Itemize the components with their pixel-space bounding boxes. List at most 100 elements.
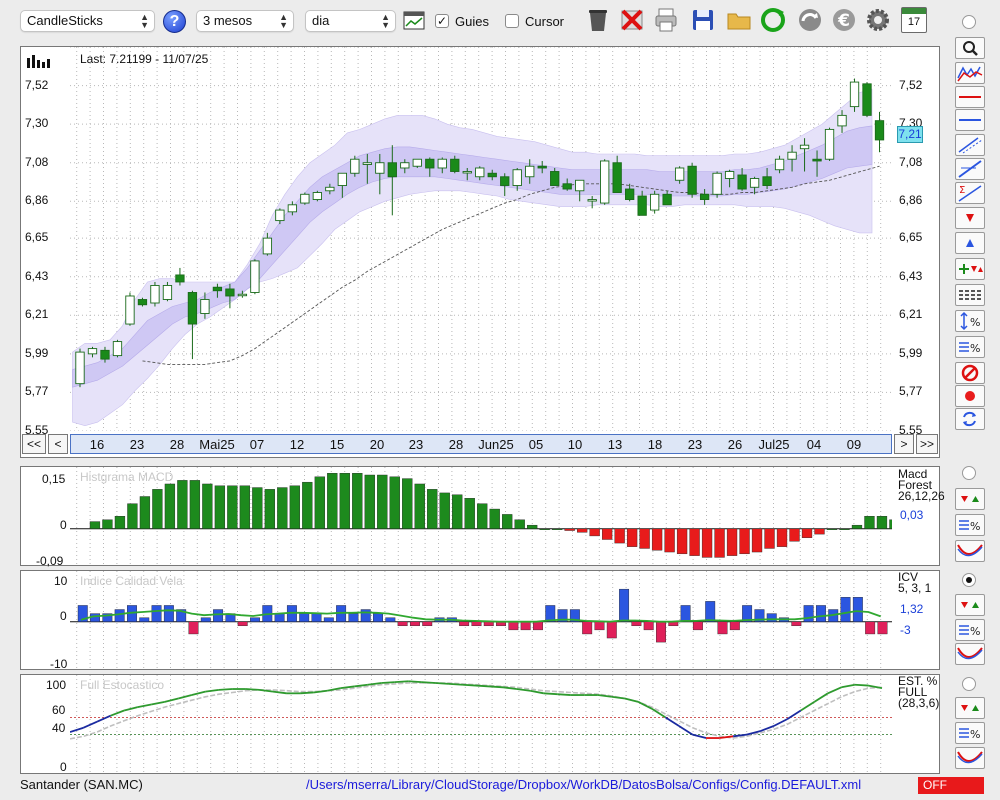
icv-divergence-button[interactable] xyxy=(955,643,985,665)
status-indicator[interactable]: OFF xyxy=(918,777,984,794)
nav-prev-button[interactable]: < xyxy=(48,434,68,454)
icv-bar xyxy=(323,617,334,622)
config-path-link[interactable]: /Users/mserra/Library/CloudStorage/Dropb… xyxy=(306,777,862,792)
stochastic-plot[interactable] xyxy=(70,675,892,773)
percent-range-button[interactable]: % xyxy=(955,310,985,332)
percent-lines-icon: % xyxy=(959,520,980,533)
icv-percent-button[interactable]: % xyxy=(955,619,985,641)
stochastic-signals-button[interactable] xyxy=(955,697,985,719)
icv-plot[interactable] xyxy=(70,571,892,669)
candle-body xyxy=(587,199,597,202)
ticker-label: Santander (SAN.MC) xyxy=(20,777,143,792)
macd-bar xyxy=(277,487,288,529)
zoom-button[interactable] xyxy=(955,37,985,59)
cursor-checkbox[interactable] xyxy=(505,14,519,28)
macd-bar xyxy=(489,508,500,529)
nav-next-button[interactable]: > xyxy=(894,434,914,454)
percent-range-icon: % xyxy=(960,311,980,331)
horizontal-line-blue-button[interactable] xyxy=(955,109,985,131)
stochastic-main-segment xyxy=(678,725,694,736)
stochastic-main-segment xyxy=(408,680,422,684)
icv-bar xyxy=(188,621,199,635)
date-tick: 13 xyxy=(607,437,623,452)
signals-button[interactable] xyxy=(955,258,985,280)
update-icon[interactable] xyxy=(797,7,823,33)
candle-body xyxy=(600,160,610,204)
horizontal-line-red-button[interactable] xyxy=(955,86,985,108)
settings-icon[interactable] xyxy=(865,7,891,33)
date-tick: 04 xyxy=(806,437,822,452)
candle-body xyxy=(362,162,372,165)
candle-body xyxy=(412,158,422,167)
icv-signals-button[interactable] xyxy=(955,594,985,616)
fibonacci-button[interactable]: Σ xyxy=(955,182,985,204)
panel-select-radio[interactable] xyxy=(962,15,976,29)
macd-bar xyxy=(439,492,450,529)
macd-bar xyxy=(664,528,675,553)
folder-icon[interactable] xyxy=(726,7,752,33)
nav-first-button[interactable]: << xyxy=(22,434,46,454)
last-value-tag: 7,21 xyxy=(897,126,923,143)
date-tick: 23 xyxy=(129,437,145,452)
macd-bar xyxy=(152,489,163,529)
buy-signal-button[interactable] xyxy=(955,232,985,254)
stochastic-percent-button[interactable]: % xyxy=(955,722,985,744)
macd-signals-button[interactable] xyxy=(955,488,985,510)
chart-type-select[interactable]: CandleSticks ▲ ▼ xyxy=(20,10,155,32)
date-scrollbar[interactable]: 16 23 28 Mai25 07 12 15 20 23 28 Jun25 05 10 13 18 23 26… xyxy=(70,434,892,454)
macd-bar xyxy=(701,528,713,558)
calendar-icon[interactable]: 17 xyxy=(901,7,927,33)
interval-select[interactable]: dia ▲ ▼ xyxy=(305,10,396,32)
chart-type-value: CandleSticks xyxy=(27,13,103,28)
guides-checkbox[interactable]: ✓ xyxy=(435,14,449,28)
icv-bar xyxy=(545,605,556,622)
swap-button[interactable] xyxy=(955,408,985,430)
icv-bar xyxy=(77,605,88,622)
macd-bar xyxy=(164,483,176,529)
print-icon[interactable] xyxy=(653,7,679,33)
icv-bar xyxy=(680,605,691,622)
price-y-tick-left: 6,21 xyxy=(25,307,49,322)
macd-divergence-button[interactable] xyxy=(955,540,985,562)
candle-body xyxy=(425,158,435,169)
euro-icon[interactable]: € xyxy=(831,7,857,33)
bar-chart-icon xyxy=(26,54,56,71)
candle-body xyxy=(350,158,360,174)
stochastic-divergence-button[interactable] xyxy=(955,747,985,769)
save-icon[interactable] xyxy=(690,7,716,33)
icv-bar xyxy=(557,609,568,622)
price-y-tick-right: 5,99 xyxy=(899,345,923,360)
stochastic-panel-radio[interactable] xyxy=(962,677,976,691)
macd-bar xyxy=(377,474,388,529)
record-button[interactable] xyxy=(955,385,985,407)
period-select[interactable]: 3 mesos ▲ ▼ xyxy=(196,10,294,32)
stochastic-params: (28,3,6) xyxy=(898,696,940,710)
delete-icon[interactable] xyxy=(619,7,645,33)
trash-icon[interactable] xyxy=(585,7,611,33)
macd-panel-radio[interactable] xyxy=(962,466,976,480)
sell-signal-button[interactable] xyxy=(955,207,985,229)
macd-bar xyxy=(889,519,892,529)
refresh-icon[interactable] xyxy=(760,7,786,33)
nav-last-button[interactable]: >> xyxy=(916,434,938,454)
percent-lines-button[interactable]: % xyxy=(955,336,985,358)
icv-y-tick: 0 xyxy=(60,609,67,623)
chart-options-icon[interactable] xyxy=(403,11,425,31)
macd-bar xyxy=(651,528,663,551)
macd-plot[interactable] xyxy=(70,467,892,565)
macd-percent-button[interactable]: % xyxy=(955,514,985,536)
stochastic-y-tick: 40 xyxy=(52,721,66,735)
channel-button[interactable] xyxy=(955,134,985,156)
price-plot[interactable] xyxy=(70,47,892,431)
stochastic-main-segment xyxy=(651,708,666,719)
macd-bar xyxy=(826,528,838,530)
trend-line-button[interactable] xyxy=(955,158,985,180)
indicator-overlay-button[interactable] xyxy=(955,62,985,84)
clear-drawings-button[interactable] xyxy=(955,362,985,384)
candle-body xyxy=(649,193,660,211)
icv-bar xyxy=(360,609,371,622)
grid-lines-button[interactable] xyxy=(955,284,985,306)
help-button[interactable]: ? xyxy=(163,10,186,33)
icv-panel-radio[interactable] xyxy=(962,573,976,587)
macd-bar xyxy=(202,483,213,529)
